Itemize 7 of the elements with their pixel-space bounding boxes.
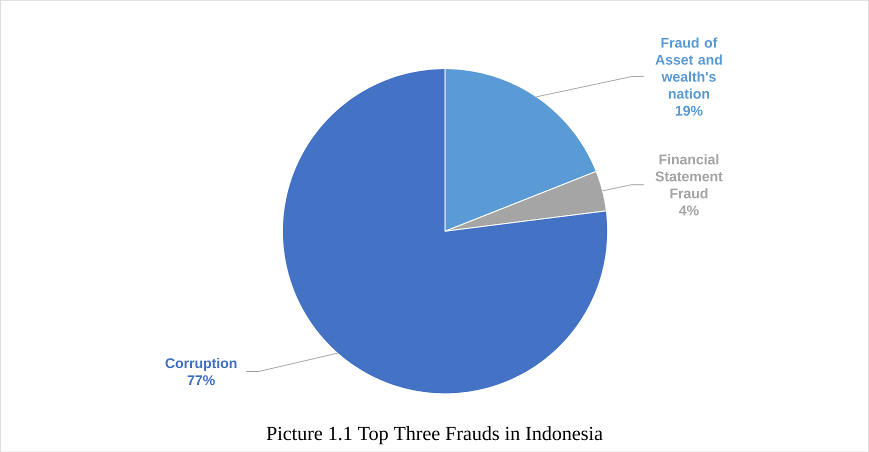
slice-label: Financial Statement Fraud	[656, 154, 723, 198]
slice-label: Fraud of Asset and wealth's nation	[655, 37, 722, 99]
data-label: 77%	[188, 375, 215, 385]
text: Picture 1.1 Top Three Frauds in Indonesia	[266, 426, 603, 444]
slice-label: Corruption	[166, 358, 236, 371]
data-label: 4%	[679, 205, 699, 216]
data-label: 19%	[676, 106, 703, 116]
